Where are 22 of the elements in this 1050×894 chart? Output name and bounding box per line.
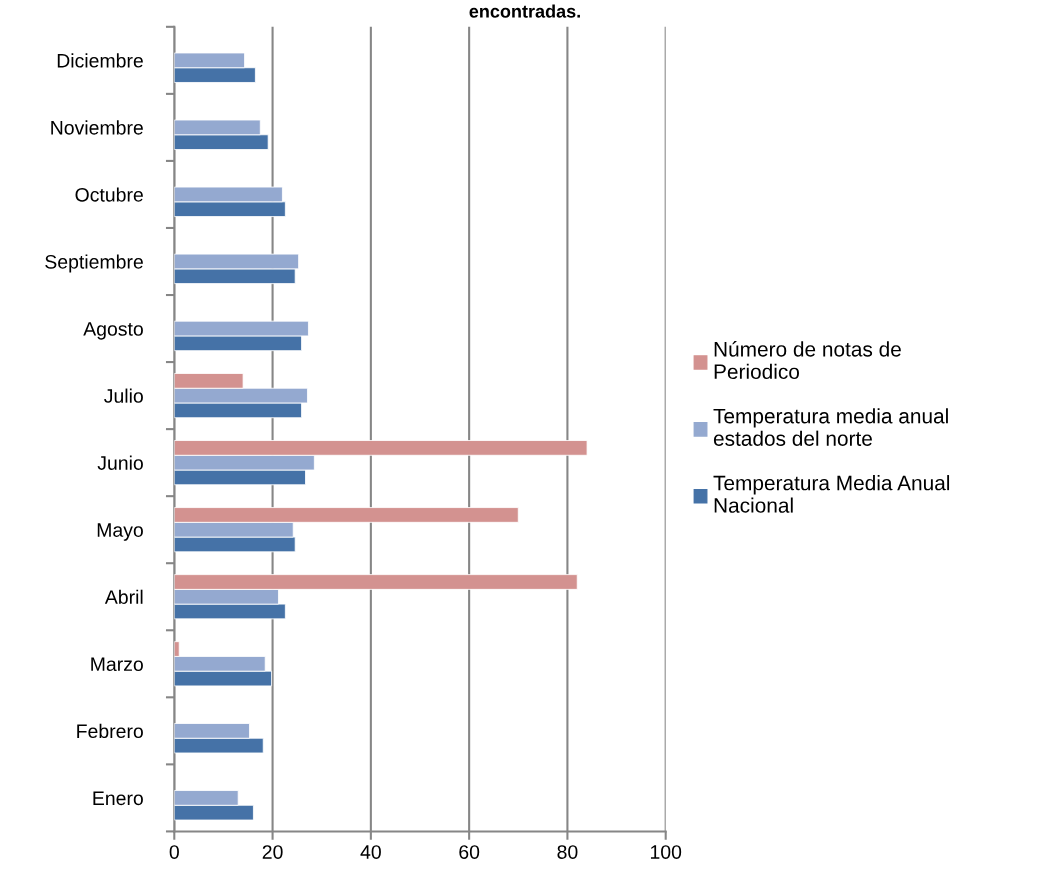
- y-tick-label: Marzo: [91, 657, 143, 672]
- x-tick-label: 80: [557, 845, 578, 859]
- y-tick-label: Mayo: [97, 523, 143, 541]
- y-tick-label: Septiembre: [45, 254, 143, 273]
- x-tick-label: 20: [262, 845, 283, 859]
- chart-title: encontradas.: [469, 4, 580, 18]
- x-tick-label: 100: [650, 845, 682, 859]
- y-tick-label: Agosto: [83, 322, 143, 340]
- y-tick-label: Junio: [97, 455, 143, 470]
- y-tick-label: Julio: [104, 388, 143, 403]
- legend-label: Temperatura Media Anual Nacional: [713, 475, 950, 513]
- y-tick-label: Abril: [104, 589, 143, 604]
- y-tick-label: Noviembre: [51, 120, 143, 135]
- x-tick-label: 60: [459, 845, 480, 859]
- x-tick-label: 40: [360, 845, 381, 859]
- legend-label: Temperatura media anual estados del norte: [713, 408, 948, 446]
- y-tick-label: Febrero: [77, 723, 143, 739]
- y-tick-label: Octubre: [75, 187, 143, 202]
- y-tick-label: Enero: [93, 791, 143, 806]
- y-tick-label: Diciembre: [57, 53, 143, 68]
- x-tick-label: 0: [169, 845, 179, 859]
- legend-label: Número de notas de Periodico: [714, 341, 901, 380]
